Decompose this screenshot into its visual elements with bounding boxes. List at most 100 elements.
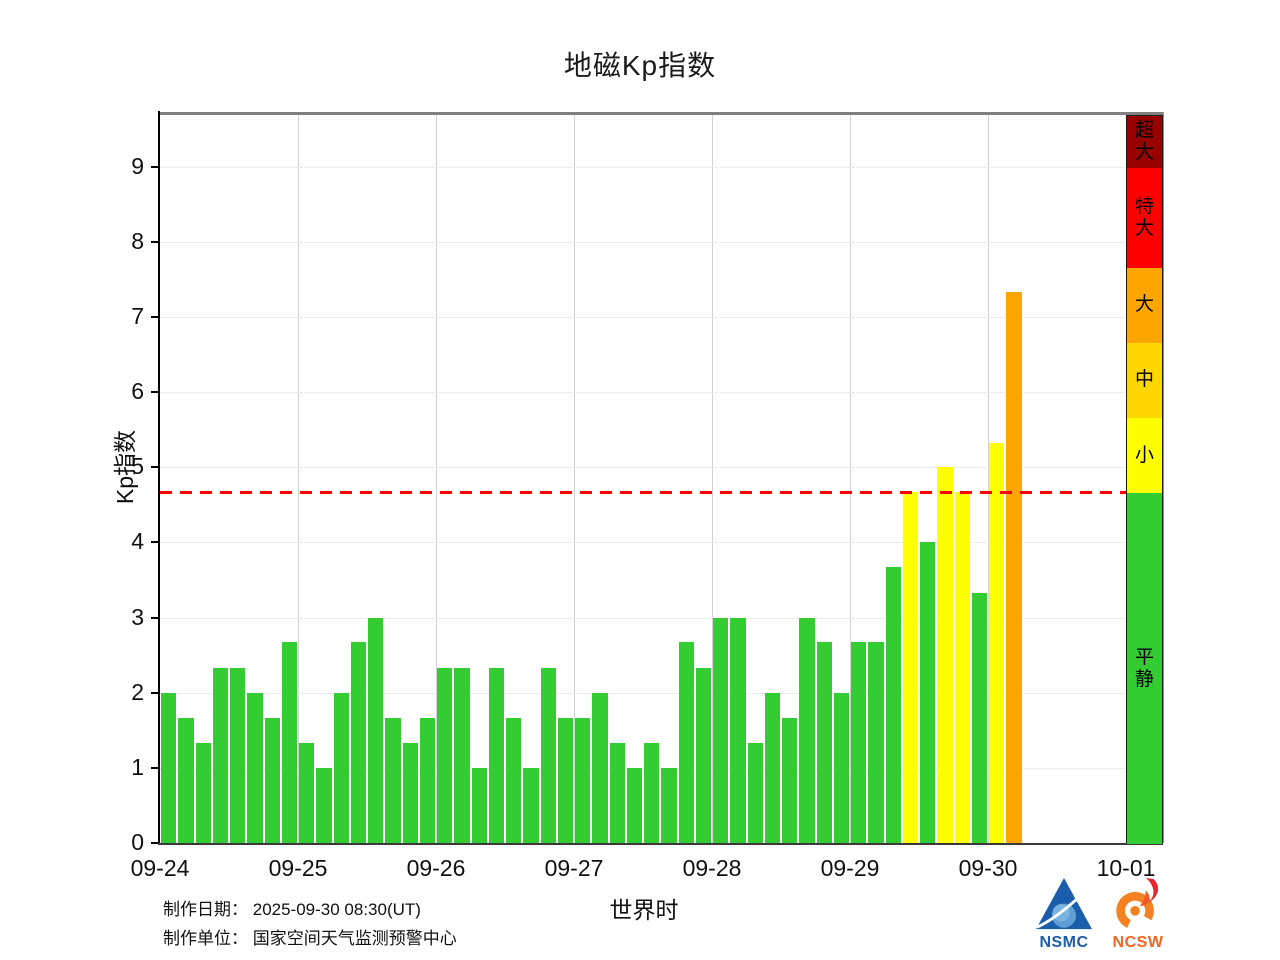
y-tick-mark (151, 466, 159, 469)
ncsw-logo-icon (1116, 878, 1159, 930)
footer-org-value: 国家空间天气监测预警中心 (252, 929, 457, 948)
kp-bar (1006, 292, 1022, 843)
footer: 制作日期： 2025-09-30 08:30(UT) 制作单位： 国家空间天气监… (163, 895, 457, 953)
legend-band: 特大 (1127, 167, 1162, 268)
y-tick-mark (151, 165, 159, 168)
kp-bar (557, 717, 573, 843)
severity-scale-bar: 超大特大大中小平静 (1126, 115, 1163, 844)
y-tick-label: 0 (131, 829, 144, 855)
nsmc-logo-icon (1036, 877, 1092, 930)
y-gridline (160, 392, 1163, 394)
kp-bar (920, 542, 936, 843)
kp-bar (488, 667, 504, 843)
kp-bar (437, 667, 453, 843)
x-tick-label: 09-26 (406, 855, 466, 881)
x-tick-label: 10-01 (1096, 855, 1156, 881)
y-gridline (160, 467, 1163, 469)
y-tick-mark (151, 391, 159, 394)
y-tick-label: 8 (131, 227, 144, 254)
y-tick-label: 1 (131, 753, 144, 780)
kp-bar (506, 717, 522, 843)
kp-bar (333, 692, 349, 843)
x-tick-label: 09-28 (682, 855, 742, 881)
y-tick-label: 6 (131, 378, 144, 405)
kp-bar (523, 767, 539, 843)
legend-band-label: 特 (1134, 195, 1154, 217)
legend-band-label: 大 (1134, 141, 1154, 163)
x-gridline (850, 115, 851, 843)
legend-band-label: 大 (1134, 217, 1154, 239)
kp-bar (626, 767, 642, 843)
legend-band: 小 (1127, 418, 1162, 494)
y-tick-label: 3 (131, 603, 144, 630)
kp-bar (695, 667, 711, 843)
kp-bar (350, 642, 366, 843)
kp-bar (178, 717, 194, 843)
kp-bar (402, 743, 418, 843)
kp-bar (299, 743, 315, 843)
plot-spine-top (160, 112, 1163, 115)
ncsw-logo-text: NCSW (1112, 934, 1164, 951)
y-tick-mark (151, 616, 159, 619)
logos: NSMC NCSW (1032, 877, 1170, 952)
y-tick-label: 5 (131, 453, 144, 480)
x-axis-title: 世界时 (609, 897, 679, 923)
kp-bar (954, 492, 970, 843)
kp-bar (799, 617, 815, 843)
x-tick-label: 09-24 (130, 855, 190, 881)
y-tick-mark (151, 541, 159, 544)
kp-bar (971, 592, 987, 843)
kp-bar (471, 767, 487, 843)
footer-date-value: 2025-09-30 08:30(UT) (252, 900, 421, 919)
legend-band: 超大 (1127, 116, 1162, 168)
y-tick-label: 7 (131, 303, 144, 330)
plot-spine-left (158, 111, 160, 845)
threshold-line (160, 490, 1126, 494)
nsmc-logo-text: NSMC (1039, 934, 1089, 951)
kp-bar (454, 667, 470, 843)
legend-band: 中 (1127, 342, 1162, 418)
legend-band-label: 小 (1134, 444, 1154, 466)
kp-bar (592, 692, 608, 843)
kp-bar (264, 717, 280, 843)
x-gridline (988, 115, 989, 843)
footer-org-label: 制作单位： (163, 929, 248, 948)
x-tick-label: 09-29 (820, 855, 880, 881)
x-gridline (436, 115, 437, 843)
y-tick-mark (151, 691, 159, 694)
plot-spine-right (1163, 112, 1164, 843)
kp-bar (902, 492, 918, 843)
legend-band: 平静 (1127, 493, 1162, 844)
y-tick-label: 9 (131, 152, 144, 179)
kp-bar (316, 767, 332, 843)
legend-band-label: 超 (1134, 119, 1154, 141)
y-gridline (160, 166, 1163, 168)
x-gridline (712, 115, 713, 843)
kp-bar (575, 717, 591, 843)
kp-bar (782, 717, 798, 843)
y-tick-mark (151, 240, 159, 243)
x-tick-label: 09-25 (268, 855, 328, 881)
legend-band: 大 (1127, 267, 1162, 343)
kp-bar (661, 767, 677, 843)
y-tick-label: 4 (131, 528, 144, 555)
kp-bar (937, 467, 953, 843)
plot-area: 超大特大大中小平静 0 1 2 3 4 5 6 7 8 9 09-24 09-25 09-26 09-27… (131, 111, 1164, 881)
kp-bar (195, 743, 211, 843)
kp-bar (385, 717, 401, 843)
kp-bar (989, 442, 1005, 843)
kp-bar (161, 692, 177, 843)
footer-date-label: 制作日期： (163, 900, 248, 919)
y-gridline (160, 692, 1163, 694)
kp-bar (730, 617, 746, 843)
kp-bar (851, 642, 867, 843)
chart-title: 地磁Kp指数 (563, 50, 717, 81)
kp-bar (713, 617, 729, 843)
kp-bar (747, 743, 763, 843)
ncsw-logo: NCSW (1106, 877, 1170, 952)
kp-bar (368, 617, 384, 843)
legend-band-label: 大 (1134, 294, 1154, 316)
plot-spine-bottom (158, 843, 1163, 845)
kp-bar (764, 692, 780, 843)
